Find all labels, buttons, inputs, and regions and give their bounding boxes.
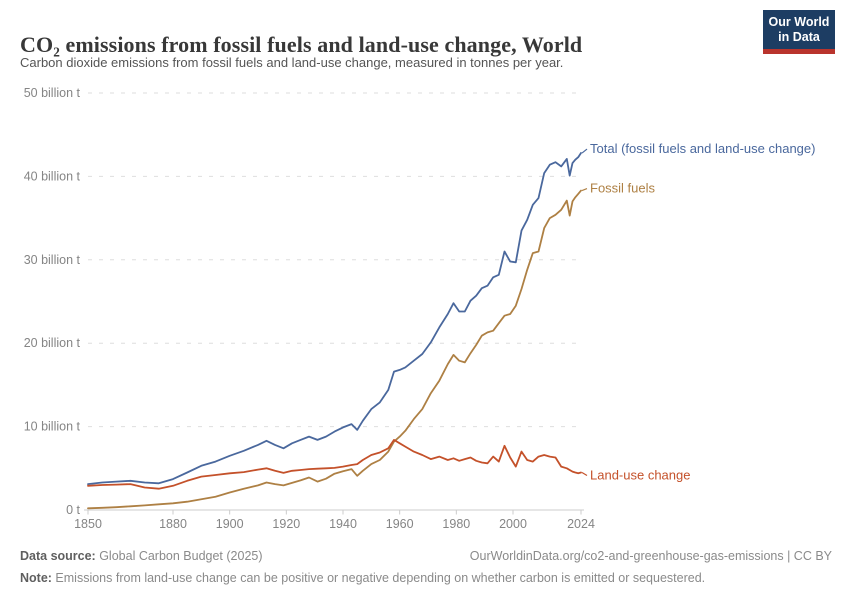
data-source-value: Global Carbon Budget (2025) [95, 549, 263, 563]
x-tick-label: 1980 [442, 517, 470, 531]
series-line-total-fossil-fuels-and-land-use-change[interactable] [87, 152, 582, 486]
page-title: CO₂ emissions from fossil fuels and land… [20, 31, 583, 57]
x-tick-label: 1880 [159, 517, 187, 531]
x-tick-label: 1960 [386, 517, 414, 531]
chart-note: Note: Emissions from land-use change can… [20, 571, 832, 585]
x-tick-label: 1900 [216, 517, 244, 531]
series-line-land-use-change[interactable] [87, 438, 582, 490]
logo-red-strip [763, 49, 835, 54]
line-chart: 0 t 10 billion t 20 billion t 30 billion t 4… [24, 86, 816, 531]
note-value: Emissions from land-use change can be po… [51, 571, 706, 585]
y-tick-label: 0 t [66, 503, 80, 517]
x-tick-label: 1940 [329, 517, 357, 531]
y-tick-label: 40 billion t [24, 169, 81, 183]
series-label-connector [581, 471, 588, 476]
axes: 0 t 10 billion t 20 billion t 30 billion t 4… [24, 86, 595, 531]
y-tick-label: 30 billion t [24, 253, 81, 267]
note-label: Note: [20, 571, 52, 585]
data-source-label: Data source: [20, 549, 96, 563]
page-subtitle: Carbon dioxide emissions from fossil fue… [20, 55, 564, 70]
x-tick-label: 2024 [567, 517, 595, 531]
logo-line1: Our World [768, 15, 830, 29]
series-label-land-use-change[interactable]: Land-use change [590, 467, 690, 482]
series-lines [87, 148, 588, 510]
logo-line2: in Data [778, 30, 820, 44]
x-tick-label: 1850 [74, 517, 102, 531]
owid-logo-box: Our World in Data [763, 10, 835, 49]
owid-link[interactable]: OurWorldinData.org/co2-and-greenhouse-ga… [469, 549, 832, 563]
x-tick-label: 1920 [272, 517, 300, 531]
owid-logo[interactable]: Our World in Data [763, 10, 835, 54]
series-label-fossil-fuels[interactable]: Fossil fuels [590, 181, 656, 196]
series-label-total[interactable]: Total (fossil fuels and land-use change) [590, 141, 815, 156]
y-tick-label: 10 billion t [24, 420, 81, 434]
x-tick-label: 2000 [499, 517, 527, 531]
series-label-connector [581, 188, 588, 192]
y-tick-label: 50 billion t [24, 86, 81, 100]
y-tick-label: 20 billion t [24, 336, 81, 350]
series-label-connector [581, 148, 588, 154]
series-line-fossil-fuels[interactable] [87, 189, 582, 510]
data-source: Data source: Global Carbon Budget (2025) [20, 549, 263, 563]
